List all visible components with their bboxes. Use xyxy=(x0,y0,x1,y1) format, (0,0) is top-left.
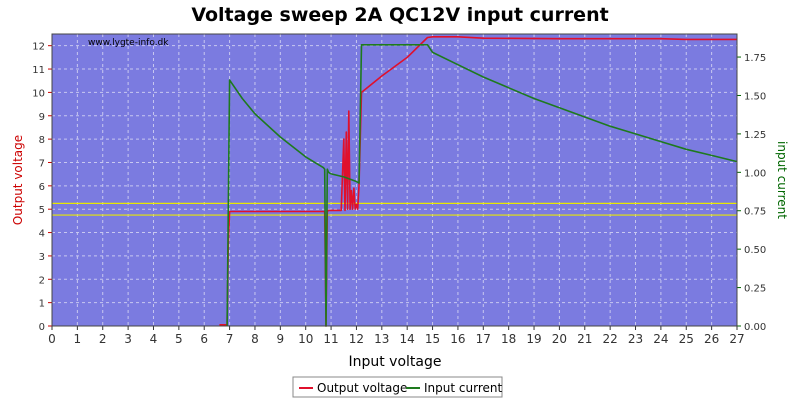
y-right-tick-label: 1.50 xyxy=(744,91,766,102)
x-tick-label: 5 xyxy=(175,332,183,346)
y-left-tick-label: 3 xyxy=(39,252,45,263)
y-left-tick-label: 12 xyxy=(32,42,45,53)
y-right-tick-label: 0.75 xyxy=(744,207,766,218)
y-left-tick-label: 8 xyxy=(39,135,45,146)
series-line-output-voltage xyxy=(219,35,737,327)
x-tick-label: 0 xyxy=(48,332,56,346)
y-left-tick-label: 2 xyxy=(39,275,45,286)
y-axis-right-label: input current xyxy=(775,141,789,219)
y-right-tick-label: 0.00 xyxy=(744,322,766,333)
x-tick-label: 7 xyxy=(226,332,234,346)
x-tick-label: 26 xyxy=(704,332,719,346)
x-tick-label: 13 xyxy=(374,332,389,346)
x-tick-label: 2 xyxy=(99,332,107,346)
y-right-tick-label: 1.75 xyxy=(744,53,766,64)
x-tick-label: 15 xyxy=(425,332,440,346)
y-right-tick-label: 0.50 xyxy=(744,245,766,256)
x-tick-label: 25 xyxy=(679,332,694,346)
x-tick-label: 1 xyxy=(74,332,82,346)
chart-title: Voltage sweep 2A QC12V input current xyxy=(191,4,608,26)
legend-label-output-voltage: Output voltage xyxy=(317,381,407,395)
y-left-tick-label: 4 xyxy=(39,229,45,240)
y-left-tick-label: 0 xyxy=(39,322,45,333)
y-right-tick-label: 0.25 xyxy=(744,284,766,295)
legend-label-input-current: Input current xyxy=(424,381,502,395)
x-tick-label: 4 xyxy=(150,332,158,346)
axis-layer: 0 1 2 3 4 5 6 7 8 9 10 11 12 13 14 15 16 17 18 19 20 21 22 23 24… xyxy=(32,33,766,346)
y-left-tick-label: 6 xyxy=(39,182,45,193)
x-tick-label: 23 xyxy=(628,332,643,346)
plot-area xyxy=(51,33,738,327)
x-tick-label: 3 xyxy=(124,332,132,346)
x-tick-label: 20 xyxy=(552,332,567,346)
legend: Output voltage Input current xyxy=(292,376,503,398)
x-tick-label: 24 xyxy=(653,332,668,346)
plot-border xyxy=(51,33,738,327)
x-tick-label: 14 xyxy=(400,332,415,346)
y-left-tick-label: 7 xyxy=(39,158,45,169)
x-tick-label: 17 xyxy=(476,332,491,346)
x-tick-label: 8 xyxy=(251,332,259,346)
x-axis-label: Input voltage xyxy=(348,354,441,370)
x-tick-label: 22 xyxy=(603,332,618,346)
reference-lines xyxy=(52,202,737,216)
x-tick-label: 6 xyxy=(200,332,208,346)
y-left-tick-label: 9 xyxy=(39,112,45,123)
x-tick-label: 21 xyxy=(577,332,592,346)
x-tick-label: 18 xyxy=(501,332,516,346)
y-right-tick-label: 1.25 xyxy=(744,130,766,141)
watermark: www.lygte-info.dk xyxy=(88,38,169,48)
series-layer xyxy=(219,35,738,327)
series-line-input-current xyxy=(226,43,738,327)
grid-layer xyxy=(52,34,737,326)
y-left-tick-label: 10 xyxy=(32,88,45,99)
legend-box xyxy=(292,376,503,398)
x-tick-label: 27 xyxy=(729,332,744,346)
y-left-tick-label: 1 xyxy=(39,299,45,310)
x-tick-label: 11 xyxy=(323,332,338,346)
x-tick-label: 12 xyxy=(349,332,364,346)
x-tick-label: 9 xyxy=(277,332,285,346)
x-tick-label: 10 xyxy=(298,332,313,346)
y-right-tick-label: 1.00 xyxy=(744,168,766,179)
y-axis-left-label: Output voltage xyxy=(11,135,25,225)
x-tick-label: 16 xyxy=(450,332,465,346)
y-left-tick-label: 11 xyxy=(32,65,45,76)
x-tick-label: 19 xyxy=(526,332,541,346)
y-left-tick-label: 5 xyxy=(39,205,45,216)
